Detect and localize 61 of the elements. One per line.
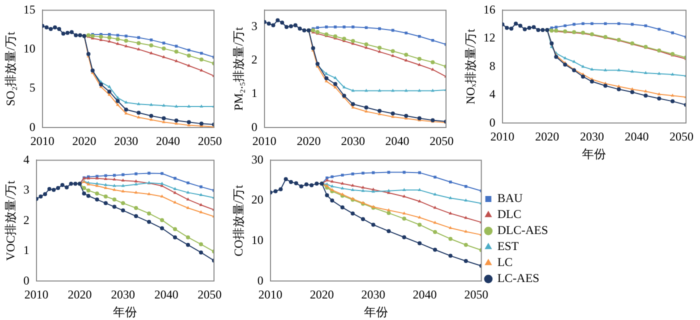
y-tick-label: 1: [23, 243, 30, 258]
y-tick-label: 10: [23, 41, 36, 56]
y-tick-label: 1: [251, 86, 258, 100]
x-axis-title: 年份: [364, 304, 388, 319]
y-tick-label: 0: [251, 120, 258, 134]
y-tick-label: 3: [23, 182, 30, 197]
x-tick-label: 2050: [430, 134, 454, 148]
y-axis-title: PM₂.₅排放量/万t: [231, 26, 246, 111]
x-axis-title: 年份: [582, 146, 606, 161]
y-tick-label: 0: [257, 273, 264, 288]
y-tick-label: 0: [29, 120, 36, 134]
y-axis-title: NOₓ排放量/万t: [463, 28, 478, 104]
y-tick-label: 15: [23, 2, 36, 16]
legend-label: LC: [497, 255, 513, 270]
y-tick-label: 0: [23, 273, 30, 288]
y-tick-label: 10: [251, 233, 264, 248]
x-tick-label: 2040: [154, 288, 178, 302]
x-tick-label: 2010: [490, 130, 514, 144]
legend-label: LC-AES: [497, 271, 540, 286]
y-tick-label: 5: [29, 80, 36, 95]
legend-label: DLC: [497, 207, 522, 222]
x-tick-label: 2050: [198, 288, 222, 302]
x-tick-label: 2020: [535, 130, 560, 144]
x-tick-label: 2050: [464, 288, 488, 302]
x-tick-label: 2040: [412, 288, 437, 302]
x-tick-label: 2010: [30, 134, 54, 148]
x-tick-label: 2050: [670, 130, 694, 144]
y-tick-label: 3: [251, 19, 258, 34]
x-tick-label: 2020: [310, 288, 334, 302]
y-tick-label: 2: [23, 212, 30, 227]
x-tick-label: 2050: [198, 134, 222, 148]
legend-label: BAU: [497, 191, 524, 206]
legend-label: EST: [497, 239, 520, 254]
x-tick-label: 2030: [340, 134, 365, 148]
y-tick-label: 0: [489, 115, 496, 130]
x-tick-label: 2020: [68, 288, 92, 302]
x-axis-title: 年份: [113, 304, 138, 319]
y-axis-title: CO排放量/万t: [231, 184, 246, 256]
legend-label: DLC-AES: [497, 223, 548, 238]
x-tick-label: 2020: [296, 134, 321, 148]
x-tick-label: 2030: [580, 130, 604, 144]
x-tick-label: 2020: [72, 134, 96, 148]
y-tick-label: 16: [483, 2, 496, 16]
y-tick-label: 30: [251, 152, 264, 166]
y-tick-label: 20: [251, 192, 264, 207]
x-tick-label: 2010: [252, 134, 276, 148]
x-tick-label: 2010: [258, 288, 282, 302]
y-tick-label: 8: [489, 58, 496, 73]
y-tick-label: 4: [23, 152, 30, 166]
x-tick-label: 2030: [114, 134, 138, 148]
y-tick-label: 12: [483, 30, 496, 45]
x-tick-label: 2030: [361, 288, 386, 302]
y-tick-label: 2: [251, 52, 258, 67]
x-tick-label: 2040: [624, 130, 649, 144]
x-tick-label: 2040: [385, 134, 410, 148]
x-tick-label: 2030: [111, 288, 136, 302]
x-tick-label: 2040: [156, 134, 180, 148]
y-axis-title: SO₂排放量/万t: [3, 31, 18, 106]
y-axis-title: VOC排放量/万t: [3, 180, 18, 261]
y-tick-label: 4: [489, 87, 496, 102]
x-tick-label: 2010: [24, 288, 48, 302]
